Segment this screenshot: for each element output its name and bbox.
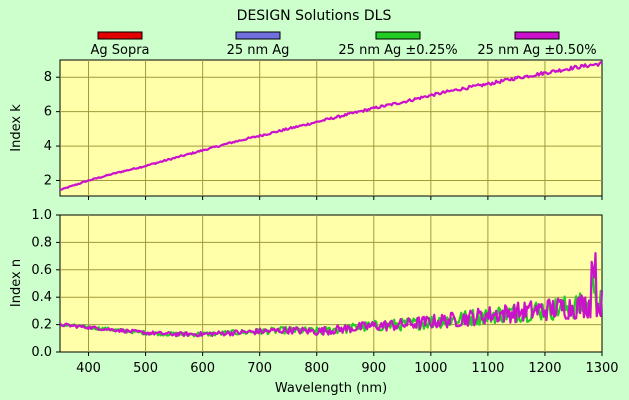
tick-label-x: 700 [247, 361, 272, 376]
tick-label-y-n: 0.6 [31, 263, 52, 278]
ticks-n: 400 500 600 700 800 900 1000 1100 1200 1300 0.0 0.2… [31, 208, 618, 376]
chart-title: DESIGN Solutions DLS [237, 8, 392, 24]
series-line-k-4 [59, 61, 603, 191]
tick-label-y-k: 8 [44, 70, 52, 85]
tick-label-y-n: 0.0 [31, 345, 52, 360]
legend-swatch-1 [97, 31, 143, 40]
tick-label-y-k: 6 [44, 105, 52, 120]
grid-n [60, 215, 602, 352]
plot-area-k [59, 59, 603, 197]
panel-n: 400 500 600 700 800 900 1000 1100 1200 1300 0.0 0.2… [9, 208, 619, 396]
legend-swatch-4 [514, 31, 560, 40]
tick-label-x: 800 [304, 361, 329, 376]
legend-swatch-2 [235, 31, 281, 40]
tick-label-y-n: 0.2 [31, 318, 52, 333]
tick-label-x: 900 [361, 361, 386, 376]
tick-label-x: 1300 [585, 361, 618, 376]
tick-label-y-n: 1.0 [31, 208, 52, 223]
tick-label-y-k: 2 [44, 174, 52, 189]
legend-label-1: Ag Sopra [90, 43, 149, 58]
xlabel: Wavelength (nm) [275, 381, 387, 396]
tick-label-y-n: 0.8 [31, 235, 52, 250]
tick-label-x: 600 [190, 361, 215, 376]
panel-k: 2 4 6 8 Index k [9, 59, 603, 200]
series-k [59, 61, 603, 191]
series-n [59, 252, 604, 338]
legend: Ag Sopra 25 nm Ag 25 nm Ag ±0.25% 25 nm Ag … [90, 31, 597, 58]
tick-label-x: 500 [133, 361, 158, 376]
tick-label-y-k: 4 [44, 139, 52, 154]
ylabel-k: Index k [9, 104, 24, 152]
ticks-k: 2 4 6 8 [44, 70, 603, 200]
legend-swatch-3 [375, 31, 421, 40]
tick-label-x: 1200 [528, 361, 561, 376]
tick-label-x: 1100 [471, 361, 504, 376]
legend-label-4: 25 nm Ag ±0.50% [477, 43, 596, 58]
series-line-n-2 [59, 252, 604, 338]
ylabel-n: Index n [9, 259, 24, 307]
tick-label-x: 1000 [414, 361, 447, 376]
tick-label-y-n: 0.4 [31, 290, 52, 305]
legend-label-2: 25 nm Ag [227, 43, 290, 58]
legend-label-3: 25 nm Ag ±0.25% [338, 43, 457, 58]
tick-label-x: 400 [76, 361, 101, 376]
